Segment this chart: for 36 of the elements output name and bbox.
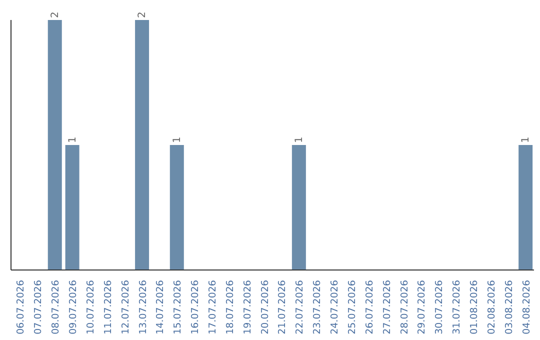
x-tick-label: 17.07.2026	[207, 280, 218, 334]
x-tick-label: 21.07.2026	[277, 280, 288, 334]
x-tick-label: 30.07.2026	[434, 280, 446, 334]
x-tick-label: 14.07.2026	[155, 280, 166, 334]
x-tick-label: 15.07.2026	[172, 280, 184, 334]
x-tick-label: 22.07.2026	[294, 280, 306, 334]
x-tick-label: 13.07.2026	[138, 280, 149, 334]
x-tick-label: 20.07.2026	[260, 280, 271, 334]
data-label: 1	[67, 136, 78, 143]
x-tick-label: 12.07.2026	[120, 280, 132, 334]
x-tick-label: 25.07.2026	[346, 280, 358, 334]
x-tick-label: 18.07.2026	[224, 280, 236, 334]
x-tick-label: 24.07.2026	[330, 280, 341, 334]
x-tick-label: 04.08.2026	[521, 280, 532, 334]
data-label: 2	[50, 12, 61, 18]
data-label: 1	[520, 136, 532, 143]
x-tick-label: 02.08.2026	[486, 280, 498, 334]
x-tick-label: 27.07.2026	[382, 280, 393, 334]
x-tick-label: 16.07.2026	[190, 280, 202, 334]
x-tick-label: 01.08.2026	[468, 280, 480, 334]
x-tick-label: 26.07.2026	[364, 280, 376, 334]
x-tick-label: 19.07.2026	[242, 280, 254, 334]
x-tick-label: 10.07.2026	[85, 280, 96, 334]
x-tick-label: 06.07.2026	[16, 280, 27, 334]
x-tick-label: 29.07.2026	[416, 280, 428, 334]
data-label: 1	[172, 136, 183, 143]
x-tick-label: 03.08.2026	[504, 280, 515, 334]
x-tick-label: 08.07.2026	[50, 280, 62, 334]
x-tick-label: 28.07.2026	[399, 280, 410, 334]
data-label: 2	[137, 12, 148, 18]
x-tick-label: 31.07.2026	[452, 280, 463, 334]
x-tick-label: 09.07.2026	[68, 280, 80, 334]
x-tick-label: 23.07.2026	[312, 280, 324, 334]
data-label: 1	[294, 136, 305, 143]
x-tick-label: 07.07.2026	[33, 280, 44, 334]
x-tick-label: 11.07.2026	[102, 280, 114, 334]
